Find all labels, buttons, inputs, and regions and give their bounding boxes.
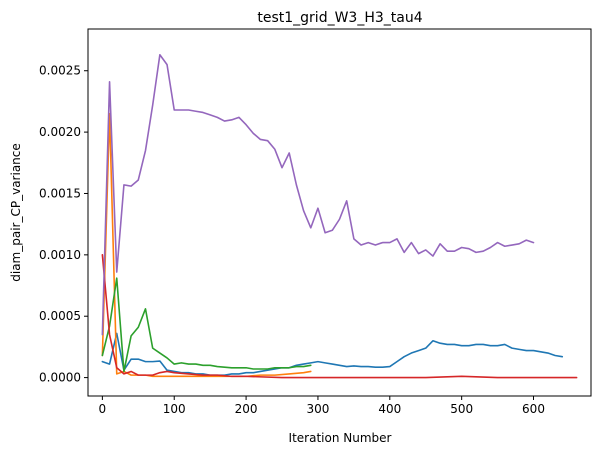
series-line-2 bbox=[101, 112, 312, 378]
y-tick-label: 0.0020 bbox=[39, 125, 81, 139]
series-line-5 bbox=[101, 53, 535, 336]
y-tick-label: 0.0015 bbox=[39, 186, 81, 200]
y-tick-label: 0.0025 bbox=[39, 64, 81, 78]
plot-frame bbox=[87, 28, 592, 397]
x-axis-title: Iteration Number bbox=[289, 431, 392, 445]
y-tick-label: 0.0005 bbox=[39, 309, 81, 323]
x-tick-label: 200 bbox=[235, 402, 258, 416]
y-axis-ticks: 0.0000 0.0005 0.0010 0.0015 0.0020 0.0025 bbox=[39, 64, 88, 385]
x-tick-label: 600 bbox=[522, 402, 545, 416]
x-axis-ticks: 0 100 200 300 400 500 600 bbox=[99, 396, 545, 416]
x-tick-label: 100 bbox=[163, 402, 186, 416]
y-tick-label: 0.0000 bbox=[39, 371, 81, 385]
x-tick-label: 0 bbox=[99, 402, 107, 416]
x-tick-label: 400 bbox=[378, 402, 401, 416]
y-axis-title: diam_pair_CP_variance bbox=[9, 143, 23, 282]
chart-title: test1_grid_W3_H3_tau4 bbox=[257, 10, 422, 26]
y-tick-label: 0.0010 bbox=[39, 248, 81, 262]
x-tick-label: 300 bbox=[306, 402, 329, 416]
series-layer bbox=[101, 53, 578, 379]
series-line-4 bbox=[101, 254, 578, 379]
series-line-3 bbox=[101, 277, 312, 373]
x-tick-label: 500 bbox=[450, 402, 473, 416]
series-line-1 bbox=[101, 332, 564, 376]
